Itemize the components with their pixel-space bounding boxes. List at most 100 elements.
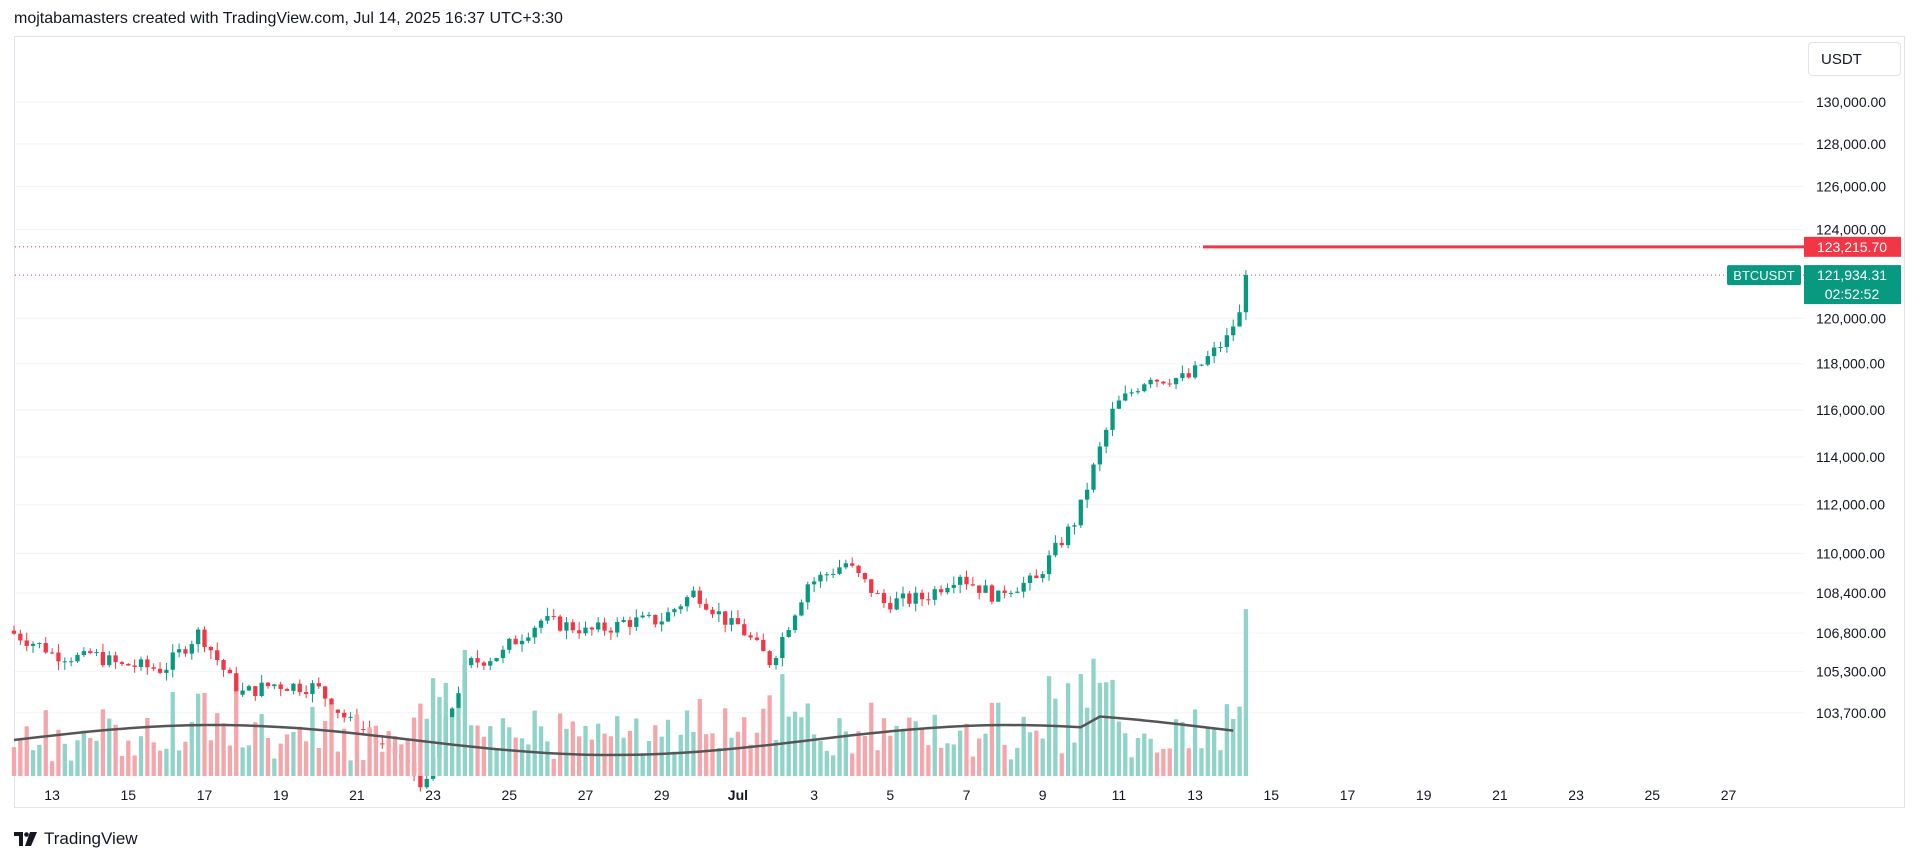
candle-body bbox=[348, 716, 353, 718]
volume-bar bbox=[367, 727, 372, 776]
candle-body bbox=[164, 669, 169, 673]
candle-body bbox=[500, 649, 506, 659]
candle-body bbox=[691, 590, 696, 598]
x-tick-label: 15 bbox=[1264, 787, 1280, 803]
candle-body bbox=[1034, 575, 1039, 579]
candle-body bbox=[361, 729, 366, 731]
candle-body bbox=[881, 592, 887, 604]
volume-bar bbox=[335, 751, 340, 776]
volume-bar bbox=[653, 725, 658, 776]
volume-bar bbox=[234, 691, 239, 776]
candle-body bbox=[843, 563, 848, 568]
volume-bar bbox=[1053, 698, 1058, 776]
volume-bar bbox=[735, 731, 741, 776]
candle-body bbox=[1104, 429, 1109, 447]
volume-bar bbox=[246, 745, 252, 776]
candle-body bbox=[272, 684, 277, 687]
volume-bar bbox=[621, 737, 626, 776]
candle-body bbox=[583, 627, 588, 634]
high-price-badge bbox=[1804, 236, 1901, 257]
candle-body bbox=[1015, 591, 1020, 593]
volume-bar bbox=[75, 740, 80, 776]
candle-body bbox=[18, 633, 23, 641]
volume-bar bbox=[570, 721, 575, 776]
candle-body bbox=[1059, 542, 1064, 546]
candle-body bbox=[151, 667, 156, 669]
candle-body bbox=[1212, 347, 1217, 357]
candle-body bbox=[189, 644, 194, 654]
volume-bar bbox=[145, 717, 150, 776]
volume-bar bbox=[1091, 658, 1096, 776]
volume-bar bbox=[43, 710, 48, 776]
volume-bar bbox=[1040, 738, 1045, 776]
candle-body bbox=[1040, 574, 1045, 579]
countdown-label: 02:52:52 bbox=[1825, 286, 1880, 302]
candle-body bbox=[811, 581, 817, 585]
volume-bar bbox=[1161, 748, 1166, 776]
y-tick-label: 114,000.00 bbox=[1816, 449, 1885, 465]
volume-bar bbox=[958, 730, 963, 776]
candle-body bbox=[596, 622, 601, 630]
candle-body bbox=[1129, 392, 1134, 394]
candle-body bbox=[1078, 499, 1083, 526]
candle-body bbox=[646, 614, 652, 616]
candle-body bbox=[329, 698, 334, 710]
candle-body bbox=[221, 660, 226, 670]
candle-body bbox=[1072, 525, 1077, 527]
volume-bar bbox=[767, 695, 772, 776]
candle-body bbox=[564, 622, 569, 631]
candle-body bbox=[570, 622, 575, 631]
candle-body bbox=[253, 686, 258, 697]
volume-bar bbox=[926, 745, 931, 776]
volume-bar bbox=[196, 693, 201, 776]
volume-bar bbox=[704, 734, 709, 776]
candle-body bbox=[672, 609, 677, 613]
volume-bar bbox=[138, 736, 144, 776]
volume-bar bbox=[1002, 744, 1007, 776]
volume-bar bbox=[983, 733, 988, 776]
candle-body bbox=[634, 617, 639, 627]
candle-body bbox=[678, 606, 683, 610]
candle-body bbox=[526, 637, 531, 641]
candle-body bbox=[310, 683, 315, 695]
volume-bar bbox=[900, 728, 906, 776]
candle-body bbox=[240, 690, 245, 695]
volume-bar bbox=[589, 739, 594, 776]
x-tick-label: 7 bbox=[963, 787, 971, 803]
volume-bar bbox=[430, 678, 436, 776]
candle-body bbox=[507, 638, 512, 650]
volume-bar bbox=[475, 725, 480, 776]
candle-body bbox=[716, 611, 721, 615]
candle-body bbox=[710, 609, 715, 615]
candle-body bbox=[1097, 446, 1102, 465]
volume-bar bbox=[189, 722, 194, 776]
volume-bar bbox=[513, 737, 518, 776]
candle-body bbox=[183, 649, 188, 654]
candle-body bbox=[532, 627, 537, 638]
candle-body bbox=[278, 684, 283, 690]
volume-bar bbox=[494, 749, 499, 776]
candle-body bbox=[970, 584, 975, 586]
candle-body bbox=[513, 638, 518, 645]
volume-bar bbox=[11, 747, 17, 776]
volume-bar bbox=[94, 740, 99, 776]
symbol-badge bbox=[1727, 265, 1801, 286]
candle-body bbox=[323, 686, 328, 699]
currency-button[interactable]: USDT bbox=[1808, 42, 1901, 76]
volume-bar bbox=[856, 731, 861, 776]
candle-body bbox=[602, 622, 607, 631]
candle-body bbox=[653, 614, 658, 625]
candle-body bbox=[926, 599, 931, 601]
candle-body bbox=[1110, 408, 1115, 430]
candle-body bbox=[589, 627, 594, 630]
candle-body bbox=[697, 590, 702, 604]
volume-bar bbox=[113, 724, 118, 776]
candle-body bbox=[767, 651, 772, 666]
volume-bar bbox=[843, 731, 848, 776]
candle-body bbox=[951, 584, 956, 588]
volume-bar bbox=[1231, 718, 1236, 776]
x-tick-label: Jul bbox=[728, 787, 748, 803]
volume-bar bbox=[81, 730, 86, 776]
volume-bar bbox=[265, 738, 271, 776]
